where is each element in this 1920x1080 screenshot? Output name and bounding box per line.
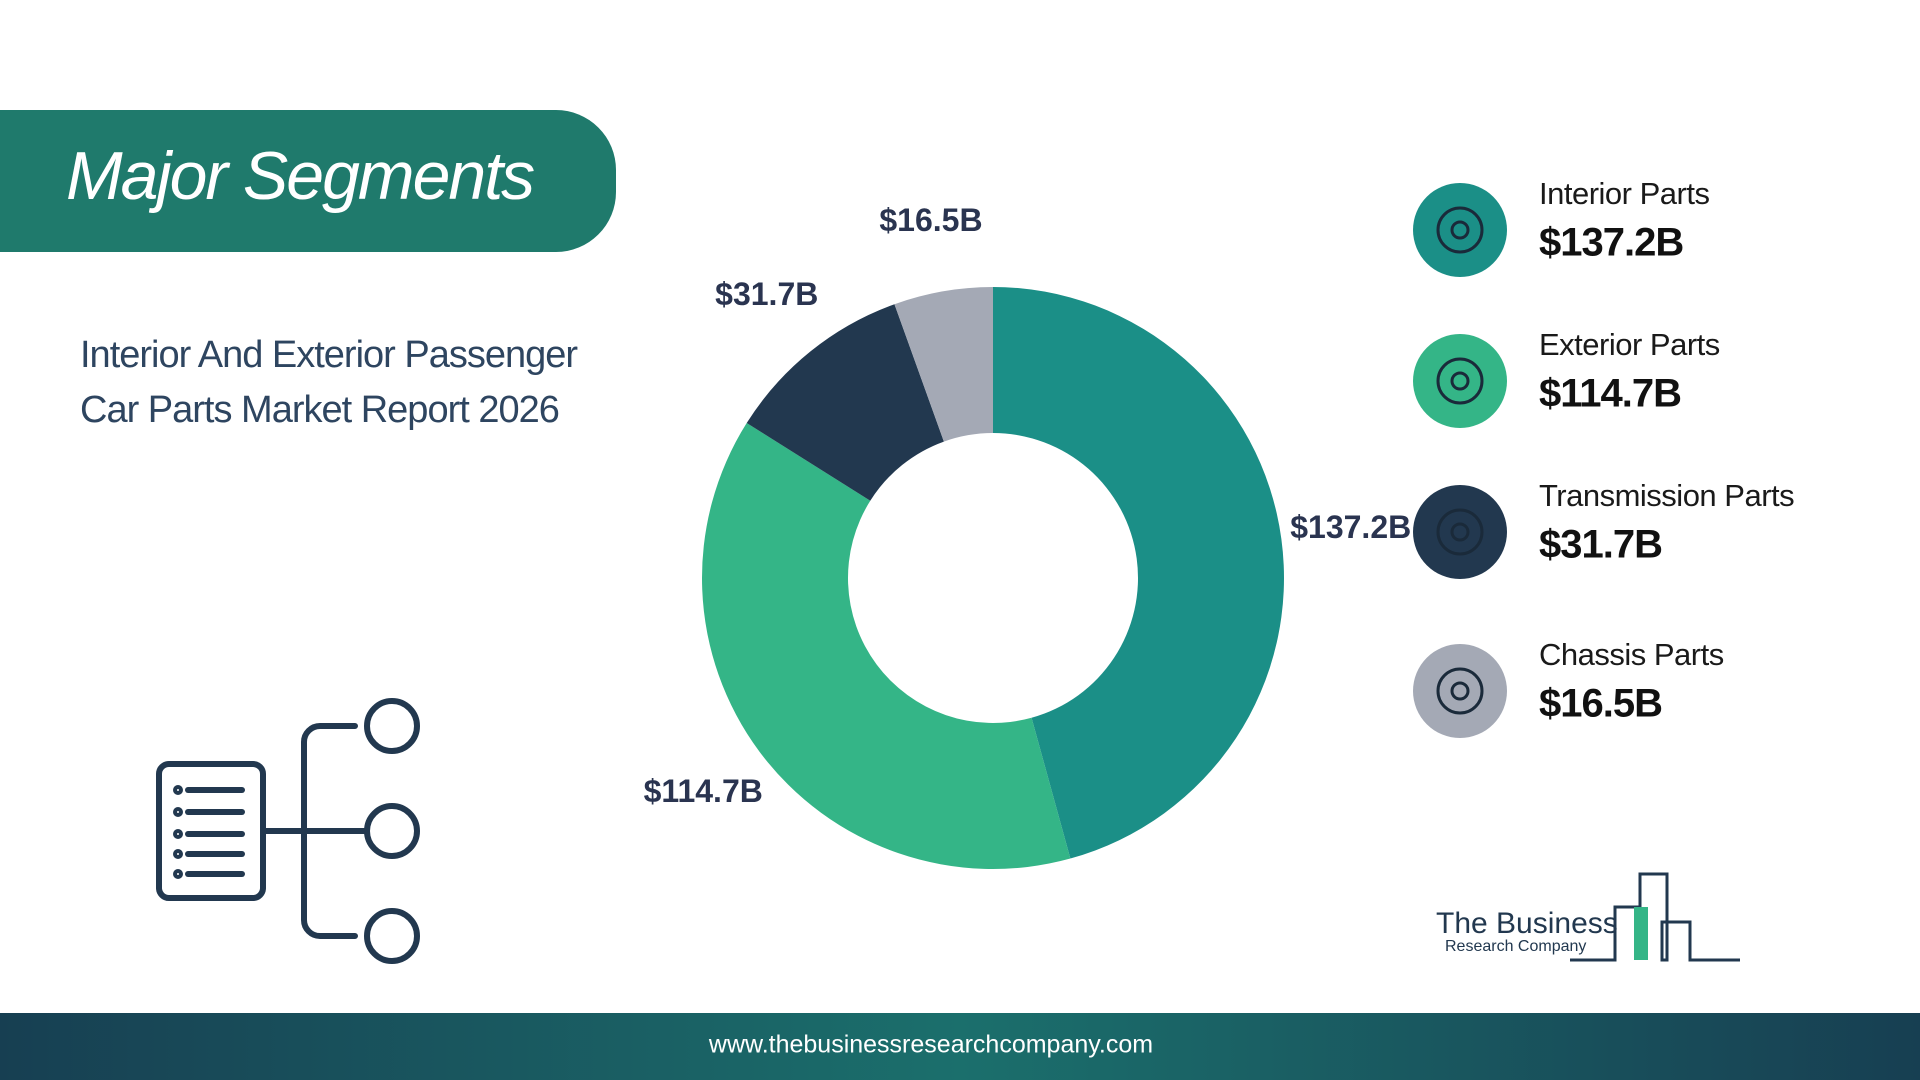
legend-icon [1413,485,1507,579]
logo: The Business Research Company [1436,872,1740,962]
legend-value: $114.7B [1539,372,1681,416]
donut-slice [993,287,1285,859]
legend-icon-detail [1450,681,1470,701]
title-banner [0,110,616,252]
legend-value: $31.7B [1539,523,1662,567]
legend-icon-detail [1436,667,1484,715]
legend-icon [1413,334,1507,428]
data-label: $16.5B [879,202,982,238]
data-label: $114.7B [644,773,763,809]
legend-label: Interior Parts [1539,176,1709,211]
donut-slice [746,304,944,501]
logo-bar [1634,907,1648,960]
footer-band [0,1013,1920,1080]
legend-icon-detail [1436,508,1484,556]
legend-icon [1413,183,1507,277]
title: Major Segments [66,138,534,214]
legend-value: $16.5B [1539,682,1662,726]
legend-icon-detail [1450,522,1470,542]
logo-text: The Business [1436,907,1618,940]
donut-slice [894,287,993,442]
logo-mark [1570,872,1740,962]
logo-text: Research Company [1445,938,1586,955]
donut-slice [702,423,1071,869]
data-label: $31.7B [715,276,818,312]
legend-icon-detail [1450,220,1470,240]
legend-label: Exterior Parts [1539,327,1720,362]
segments-icon [156,698,420,964]
legend-label: Chassis Parts [1539,637,1724,672]
legend-label: Transmission Parts [1539,478,1794,513]
footer-url: www.thebusinessresearchcompany.com [708,1031,1153,1059]
subtitle-line: Car Parts Market Report 2026 [80,389,559,431]
legend-icon-detail [1436,206,1484,254]
legend-icon [1413,644,1507,738]
legend-value: $137.2B [1539,221,1683,265]
legend-icon-detail [1436,357,1484,405]
data-label: $137.2B [1290,509,1411,545]
subtitle-line: Interior And Exterior Passenger [80,334,578,376]
legend-icon-detail [1450,371,1470,391]
